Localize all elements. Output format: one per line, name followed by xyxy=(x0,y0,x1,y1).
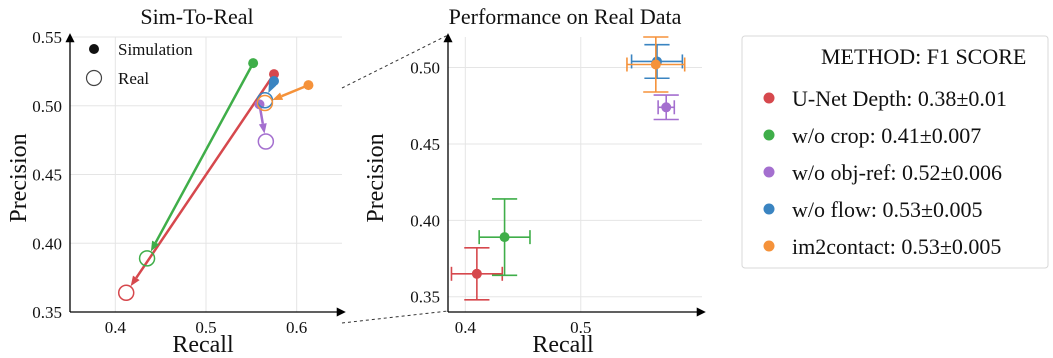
legend-label: im2contact: 0.53±0.005 xyxy=(792,234,1001,259)
legend-marker xyxy=(763,240,775,252)
y-tick-label: 0.35 xyxy=(410,288,440,307)
x-tick-label: 0.5 xyxy=(570,318,591,337)
x-tick-label: 0.6 xyxy=(286,318,307,337)
left-y-axis-label: Precision xyxy=(6,133,32,222)
real-point xyxy=(138,250,156,267)
real-point xyxy=(257,133,275,150)
legend-label: w/o flow: 0.53±0.005 xyxy=(792,197,983,222)
left-points xyxy=(117,58,314,301)
left-x-axis-label: Recall xyxy=(172,332,234,358)
legend-marker xyxy=(763,92,775,104)
legend-marker xyxy=(763,129,775,141)
y-tick-label: 0.45 xyxy=(410,135,440,154)
legend-label: U-Net Depth: 0.38±0.01 xyxy=(792,86,1007,111)
simulation-point xyxy=(248,58,259,69)
y-tick-label: 0.50 xyxy=(32,97,62,116)
real-legend-marker xyxy=(85,69,103,87)
simulation-point xyxy=(269,69,279,80)
real-point xyxy=(256,94,274,112)
x-tick-label: 0.4 xyxy=(455,318,477,337)
simulation-legend-label: Simulation xyxy=(118,40,193,59)
arrow-head xyxy=(130,275,140,287)
left-chart-title: Sim-To-Real xyxy=(140,4,253,29)
x-tick-label: 0.5 xyxy=(195,318,216,337)
y-tick-label: 0.45 xyxy=(32,166,62,185)
right-chart-title: Performance on Real Data xyxy=(449,4,682,29)
sim-to-real-arrow xyxy=(154,62,255,244)
left-ticks: 0.4 0.5 0.6 0.35 0.40 0.45 0.50 0.55 xyxy=(32,28,307,337)
right-y-axis-label: Precision xyxy=(363,133,389,222)
right-ticks: 0.4 0.5 0.35 0.40 0.45 0.50 xyxy=(410,59,591,337)
mean-point xyxy=(499,232,510,243)
real-point xyxy=(117,284,135,301)
simulation-point xyxy=(269,76,279,86)
arrow-head xyxy=(258,123,267,134)
arrow-head xyxy=(272,92,284,100)
y-tick-label: 0.40 xyxy=(32,234,62,253)
y-tick-label: 0.40 xyxy=(410,211,440,230)
method-legend-frame xyxy=(741,35,1049,269)
right-axes xyxy=(443,33,706,317)
mean-point xyxy=(650,59,661,70)
right-points xyxy=(450,36,686,301)
simulation-point xyxy=(303,80,314,91)
legend-marker xyxy=(763,166,775,178)
legend-marker xyxy=(763,203,775,215)
left-axes xyxy=(65,33,346,317)
real-legend-label: Real xyxy=(118,69,149,88)
legend-label: w/o crop: 0.41±0.007 xyxy=(792,123,981,148)
y-tick-label: 0.50 xyxy=(410,59,440,78)
zoom-connectors xyxy=(341,34,449,324)
right-x-axis-label: Recall xyxy=(532,332,594,358)
method-legend: METHOD: F1 SCORE U-Net Depth: 0.38±0.01 w… xyxy=(741,35,1049,269)
sim-real-legend: Simulation Real xyxy=(85,40,193,88)
x-tick-label: 0.4 xyxy=(105,318,127,337)
right-grid xyxy=(448,37,702,312)
simulation-legend-marker xyxy=(89,44,99,54)
left-arrows xyxy=(130,62,309,287)
sim-to-real-chart: Sim-To-Real 0.4 0.5 0.6 0.35 0.40 0.45 0.50 0.5… xyxy=(6,4,346,358)
sim-to-real-arrow xyxy=(135,73,276,279)
method-legend-title: METHOD: F1 SCORE xyxy=(821,44,1026,69)
legend-label: w/o obj-ref: 0.52±0.006 xyxy=(792,160,1002,185)
mean-point xyxy=(471,268,482,279)
real-performance-chart: Performance on Real Data 0.4 0.50.350.400… xyxy=(363,4,706,358)
y-tick-label: 0.35 xyxy=(32,303,62,322)
y-tick-label: 0.55 xyxy=(32,28,62,47)
mean-point xyxy=(661,102,672,113)
arrow-head xyxy=(150,240,160,252)
